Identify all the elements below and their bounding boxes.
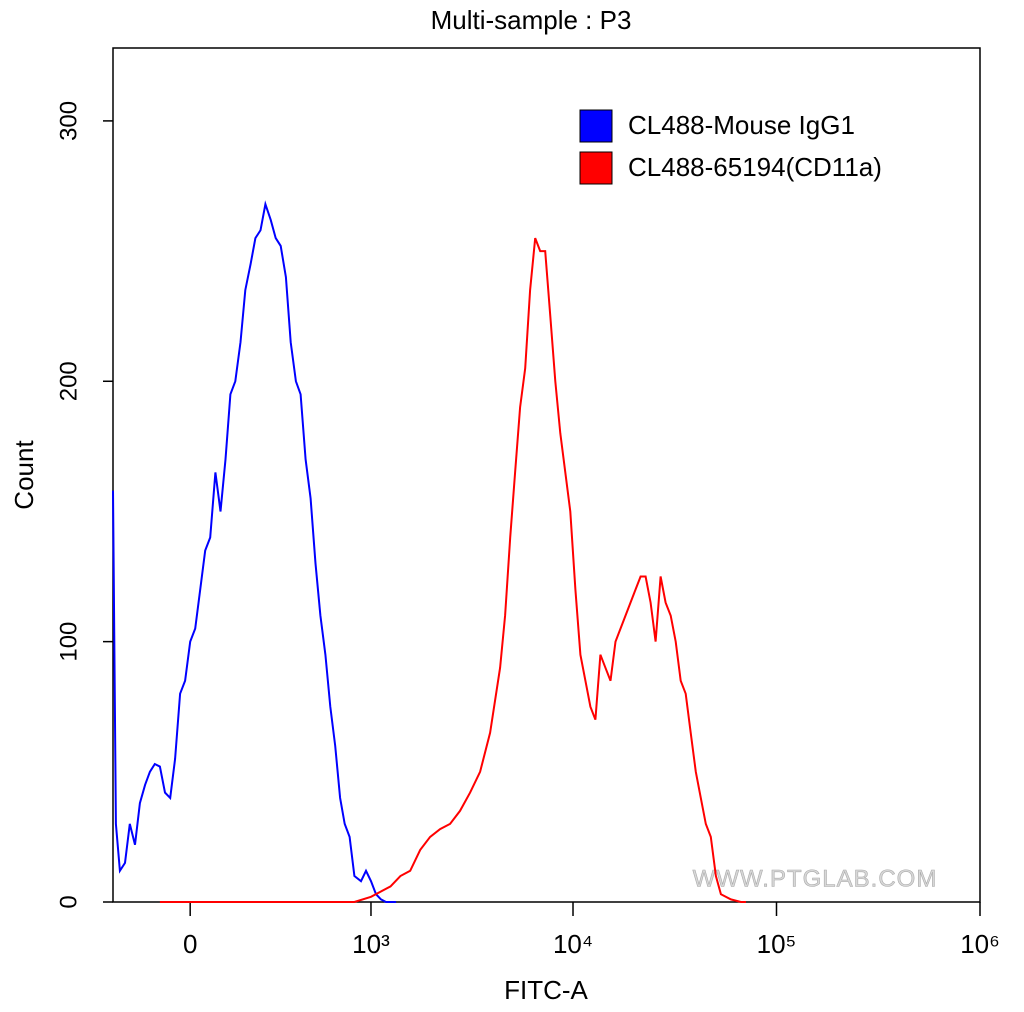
legend-swatch <box>579 109 613 143</box>
x-tick-label: 10⁴ <box>553 929 593 959</box>
y-tick-label: 300 <box>55 101 82 141</box>
x-tick-label: 0 <box>183 929 197 959</box>
y-tick-label: 0 <box>55 895 82 908</box>
y-tick-label: 100 <box>55 622 82 662</box>
x-axis-label: FITC-A <box>504 975 588 1005</box>
plot-frame <box>112 47 981 903</box>
legend-label: CL488-65194(CD11a) <box>628 152 882 182</box>
x-tick-label: 10⁵ <box>757 929 797 959</box>
x-tick-label: 10⁶ <box>960 929 1000 959</box>
y-axis-label: Count <box>9 440 39 510</box>
chart-title: Multi-sample : P3 <box>431 5 632 35</box>
y-tick-label: 200 <box>55 361 82 401</box>
watermark: WWW.PTGLAB.COM <box>693 865 938 892</box>
legend-swatch <box>579 151 613 185</box>
series-line <box>159 237 746 903</box>
legend-label: CL488-Mouse IgG1 <box>628 110 855 140</box>
x-tick-label: 10³ <box>352 929 390 959</box>
series-line <box>112 200 397 903</box>
